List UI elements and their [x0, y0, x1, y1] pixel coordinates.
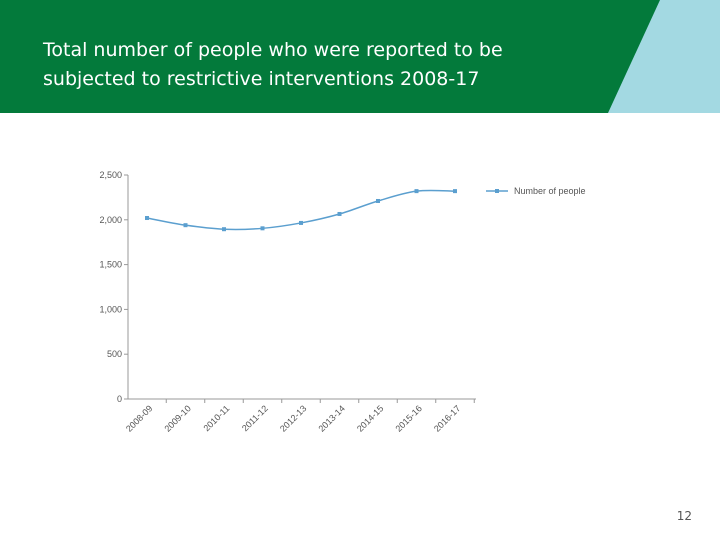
legend-label: Number of people [514, 186, 586, 196]
page-number: 12 [676, 509, 692, 523]
data-point-marker [414, 189, 419, 194]
y-tick-label: 0 [117, 394, 122, 404]
data-point-marker [183, 223, 188, 228]
y-tick-label: 500 [107, 349, 122, 359]
legend-marker [495, 189, 499, 193]
data-point-marker [299, 220, 303, 225]
data-point-marker [222, 227, 226, 232]
x-tick-label: 2016-17 [432, 403, 462, 433]
data-point-marker [453, 189, 457, 194]
x-tick-label: 2014-15 [355, 403, 385, 433]
slide-title-line-2: subjected to restrictive interventions 2… [43, 68, 480, 90]
header-banner: Total number of people who were reported… [0, 0, 720, 113]
x-tick-label: 2015-16 [393, 403, 423, 433]
x-tick-label: 2010-11 [201, 403, 231, 433]
header-green-band [0, 0, 660, 113]
slide-title: Total number of people who were reported… [43, 36, 603, 94]
data-point-marker [337, 211, 342, 216]
slide-title-line-1: Total number of people who were reported… [43, 39, 503, 61]
x-tick-label: 2012-13 [278, 403, 308, 433]
y-tick-label: 1,000 [99, 304, 122, 314]
data-point-marker [376, 198, 380, 203]
header-background [0, 0, 720, 113]
x-tick-label: 2009-10 [162, 403, 192, 433]
x-tick-label: 2013-14 [316, 403, 346, 433]
y-tick-label: 1,500 [99, 260, 122, 270]
data-point-marker [260, 226, 265, 231]
x-tick-label: 2011-12 [240, 403, 270, 433]
y-tick-label: 2,000 [99, 215, 122, 225]
data-point-marker [145, 216, 149, 221]
x-tick-label: 2008-09 [124, 403, 154, 433]
y-tick-label: 2,500 [99, 170, 122, 180]
